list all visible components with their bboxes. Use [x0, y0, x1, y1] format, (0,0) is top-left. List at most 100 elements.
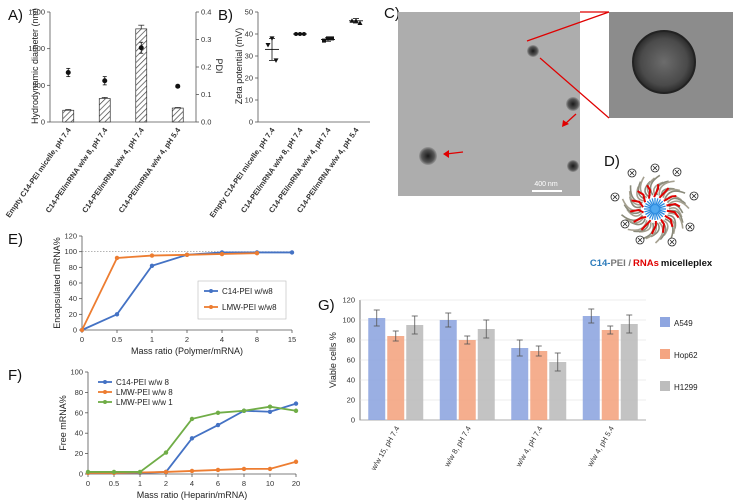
micelleplex-drawing — [610, 163, 699, 247]
panel-c-label: C) — [384, 5, 400, 22]
rna-strand — [663, 194, 677, 202]
x-tick-label: w/w 4, pH 7.4 — [513, 425, 544, 470]
polymer-strand — [667, 200, 690, 210]
series-point — [241, 408, 247, 413]
series-point — [267, 404, 273, 409]
polymer-strand — [658, 180, 675, 196]
series-point — [215, 467, 221, 473]
x-tick-label: w/w 8, pH 7.4 — [442, 425, 473, 470]
x-tick-label: 1 — [138, 479, 142, 488]
series-point — [114, 312, 120, 317]
y-tick-label: 80 — [347, 336, 355, 345]
bar — [171, 107, 184, 123]
x-tick-label: 0.5 — [109, 479, 119, 488]
y-tick-label: 60 — [69, 279, 77, 288]
charge-mark — [669, 239, 675, 245]
bar — [406, 325, 424, 420]
legend-label: C14-PEI w/w8 — [222, 287, 273, 296]
scalebar-label: 400 nm — [534, 181, 558, 188]
rna-strand — [633, 216, 647, 223]
rna-strand — [640, 219, 652, 231]
panel-g-chart: 0 20 40 60 80 100 120 Viable cells % w/w 15, pH … — [328, 296, 698, 473]
series-point — [215, 422, 221, 428]
series-point — [163, 469, 169, 475]
caption-c14: C14- — [590, 258, 611, 269]
x-tick-label: 1 — [150, 335, 154, 344]
series-point — [215, 410, 221, 415]
bar — [620, 324, 638, 420]
bar — [98, 98, 111, 123]
legend-label: Hop62 — [674, 351, 698, 360]
y-tick-label: 10 — [245, 96, 253, 105]
rna-strand — [660, 218, 666, 233]
y-axis-label: Viable cells % — [328, 332, 338, 388]
legend-label: LMW-PEI w/w 8 — [116, 388, 173, 397]
legend-swatch — [660, 381, 670, 391]
zeta-point — [330, 36, 334, 41]
legend-marker — [103, 400, 107, 404]
rna-strand — [646, 184, 652, 199]
arrow-head-icon — [562, 120, 569, 127]
tem-field — [398, 12, 580, 196]
series-point — [184, 252, 190, 257]
legend-box — [197, 280, 287, 320]
y-axis-label: Free mRNA% — [58, 395, 68, 451]
zeta-point — [322, 38, 326, 43]
zoom-connector — [539, 57, 610, 119]
charge-mark — [652, 165, 658, 171]
rna-strand — [666, 209, 680, 219]
rna-strand — [658, 187, 670, 199]
y-tick-label: 20 — [245, 74, 253, 83]
x-tick-label: C14-PEI/mRNA w/w 8, pH 7.4 — [44, 125, 110, 214]
y-tick-label: 40 — [245, 30, 253, 39]
x-tick-label: 4 — [220, 335, 224, 344]
rna-strand — [637, 190, 647, 203]
polymer-strand — [625, 216, 645, 224]
legend-label: LMW-PEI w/w8 — [222, 303, 277, 312]
x-tick-label: 6 — [216, 479, 220, 488]
panel-a-y2label: PDI — [214, 58, 224, 73]
tem-micrograph: 400 nm — [398, 11, 733, 196]
y-tick-label: 80 — [75, 388, 83, 397]
caption-micelleplex: micelleplex — [661, 258, 713, 269]
series-point — [293, 401, 299, 406]
y-tick-label: 100 — [342, 316, 355, 325]
tem-zoom-particle — [632, 30, 696, 94]
y-tick-label: 20 — [75, 449, 83, 458]
y-tick-label: 120 — [64, 232, 77, 241]
panel-e-chart: 0 20 40 60 80 100 120 0 0.5 1 2 4 8 15 Mass ratio (Pol… — [52, 232, 296, 357]
y-tick-label: 50 — [245, 8, 253, 17]
rna-strand — [653, 184, 660, 198]
zeta-point — [269, 36, 275, 41]
series-point — [163, 450, 169, 455]
y2-tick-label: 0.3 — [201, 35, 211, 44]
polymer-strand — [664, 190, 686, 200]
panel-a-chart: Hydrodynamic diameter (nm) PDI 0 500 1000 1… — [4, 8, 224, 220]
y-tick-label: 0 — [249, 118, 253, 127]
y-tick-label: 60 — [347, 356, 355, 365]
legend-label: A549 — [674, 319, 693, 328]
legend-label: H1299 — [674, 383, 698, 392]
y-tick-label: 80 — [69, 263, 77, 272]
rna-strand — [631, 199, 644, 208]
polymer-strand — [628, 191, 642, 206]
series-point — [189, 468, 195, 474]
legend-swatch — [660, 317, 670, 327]
series-point — [293, 408, 299, 413]
arrow-icon — [564, 113, 577, 125]
bar — [62, 109, 75, 123]
y-tick-label: 1000 — [28, 44, 45, 53]
pdi-point — [138, 45, 144, 51]
bar — [368, 318, 386, 420]
y-tick-label: 0 — [73, 326, 77, 335]
pdi-point — [102, 78, 108, 84]
x-tick-label: 15 — [288, 335, 296, 344]
polymer-strand — [627, 220, 648, 231]
tem-particle — [527, 45, 539, 57]
x-tick-label: 2 — [164, 479, 168, 488]
y-tick-label: 40 — [69, 294, 77, 303]
panel-d-label: D) — [604, 153, 620, 170]
charge-mark — [687, 224, 693, 230]
y-tick-label: 60 — [75, 408, 83, 417]
